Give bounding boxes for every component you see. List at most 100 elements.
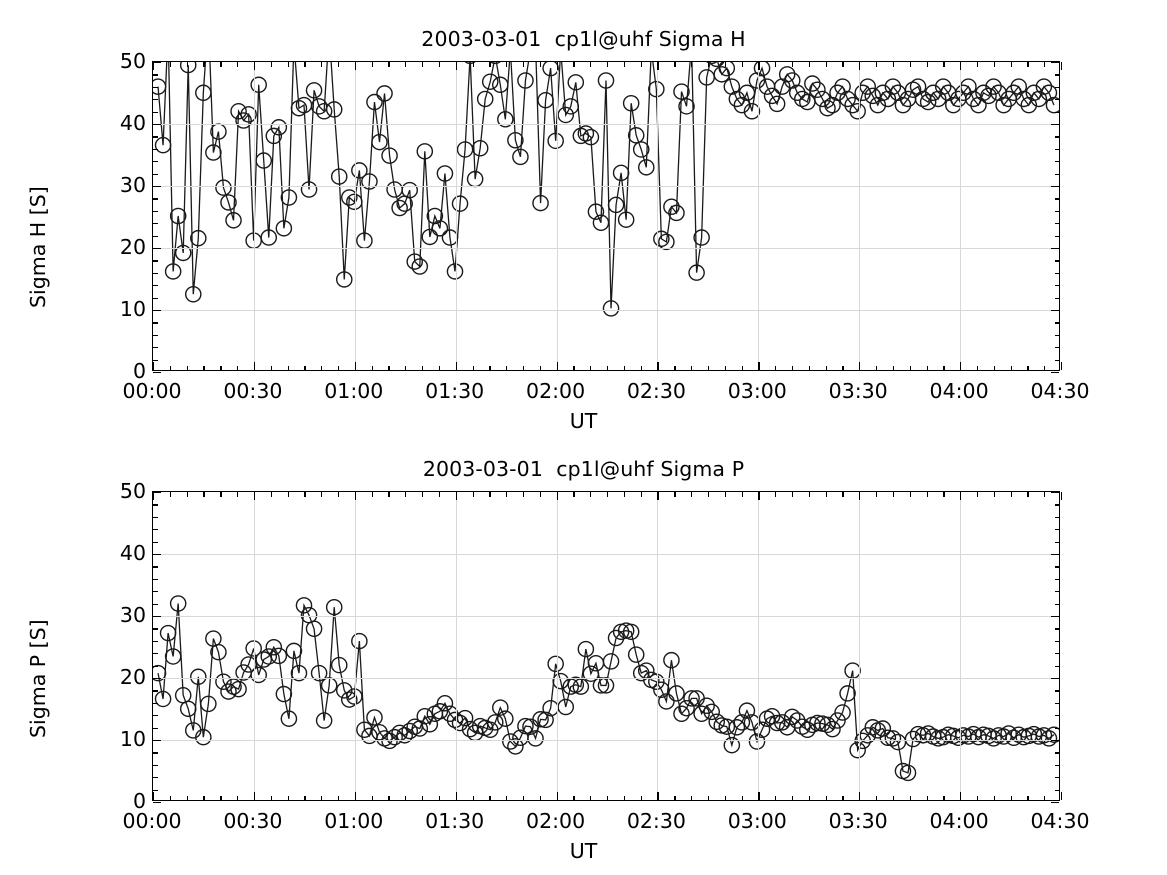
data-point-marker [553,674,568,689]
x-tick-label: 01:00 [324,379,384,403]
y-axis-label-sigma-h: Sigma H [S] [26,186,50,308]
data-point-marker [372,135,387,150]
axis-tick [153,235,158,237]
data-point-marker [231,104,246,119]
data-point-marker [820,717,835,732]
axis-tick [472,62,474,67]
data-point-marker [880,730,895,745]
gridline-horizontal [153,310,1059,311]
data-point-marker [286,643,301,658]
axis-tick [1054,285,1059,287]
data-point-marker [699,698,714,713]
data-point-marker [850,104,865,119]
data-point-marker [679,701,694,716]
data-point-marker [679,99,694,114]
data-point-marker [347,689,362,704]
data-point-marker [488,48,503,63]
axis-tick [153,372,161,374]
axis-tick [724,795,726,800]
axis-tick [153,285,158,287]
data-point-marker [291,101,306,116]
axis-tick [976,365,979,370]
gridline-vertical [758,62,760,370]
data-point-marker [508,739,523,754]
data-point-marker [986,79,1001,94]
x-tick-label: 00:00 [122,809,182,833]
axis-tick [422,492,424,497]
axis-tick [270,62,272,67]
axis-tick [1051,62,1059,64]
data-point-marker [729,91,744,106]
gridline-vertical [859,492,861,800]
data-point-marker [548,656,563,671]
data-point-marker [704,704,719,719]
data-point-marker [669,205,684,220]
axis-tick [253,792,256,800]
axis-tick [1054,541,1059,543]
axis-tick [506,795,508,800]
data-point-marker [498,711,513,726]
data-point-marker [578,642,593,657]
axis-tick [506,365,508,370]
data-point-marker [447,712,462,727]
data-point-marker [417,144,432,159]
axis-tick [1027,62,1029,67]
y-tick-label: 50 [119,479,146,503]
data-series-sigma-p [153,492,1059,800]
axis-tick [321,492,323,497]
axis-tick [405,62,407,67]
axis-tick [1054,566,1059,568]
axis-tick [741,795,743,800]
axis-tick [1054,764,1059,767]
axis-tick [153,566,158,568]
plot-area-sigma-p [152,491,1063,804]
data-point-marker [442,230,457,245]
data-point-marker [402,723,417,738]
data-point-marker [921,94,936,109]
axis-tick [775,492,777,497]
y-tick-label: 10 [119,297,146,321]
data-point-marker [583,130,598,145]
axis-tick [1054,111,1059,113]
axis-tick [539,365,541,370]
axis-tick [1051,616,1059,618]
axis-tick [153,591,158,593]
data-point-marker [216,180,231,195]
data-point-marker [659,234,674,249]
chart-panel-sigma-p: 2003-03-01 cp1l@uhf Sigma P Sigma P [S] … [0,435,1167,865]
data-point-marker [739,703,754,718]
data-point-marker [312,666,327,681]
axis-tick [1051,186,1059,188]
data-point-marker [739,85,754,100]
data-point-marker [437,166,452,181]
axis-tick [153,715,158,717]
axis-tick [1061,492,1063,500]
axis-tick [153,198,158,200]
data-point-marker [261,230,276,245]
axis-tick [892,795,895,800]
axis-tick [909,62,911,67]
x-tick-label: 00:00 [122,379,182,403]
data-point-marker [603,654,618,669]
axis-tick [792,365,794,370]
data-point-marker [558,699,573,714]
axis-tick [926,795,928,800]
axis-tick [522,795,525,800]
axis-tick [859,362,861,370]
data-point-marker [372,725,387,740]
axis-tick [153,62,161,64]
axis-tick [153,752,158,754]
axis-tick [153,554,161,556]
chart-title-sigma-h: 2003-03-01 cp1l@uhf Sigma H [421,27,746,51]
axis-tick [825,62,827,67]
axis-tick [1044,795,1046,800]
data-point-marker [654,231,669,246]
y-tick-label: 30 [119,603,146,627]
axis-tick [640,795,642,800]
axis-tick [153,492,161,494]
axis-tick [153,628,158,630]
axis-tick [607,795,609,800]
data-point-marker [166,264,181,279]
axis-tick [203,492,205,497]
